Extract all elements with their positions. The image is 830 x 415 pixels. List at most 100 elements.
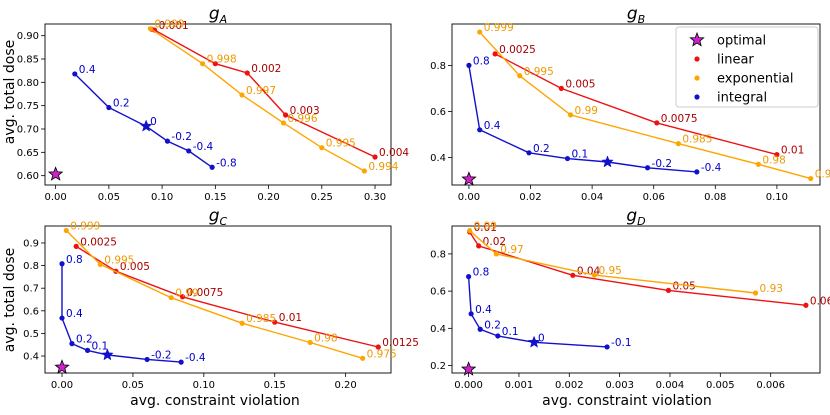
series-line-linear [494,53,778,156]
integral-selected-star [101,348,114,361]
series-exponential: 0.999 0.995 0.99 0.985 0.98 0.975 [63,221,397,361]
data-label-integral: -0.4 [701,162,722,174]
data-point-exponential [307,339,313,346]
data-label-integral: -0.4 [185,352,206,364]
data-point-linear [73,243,79,249]
x-axis-label-left: avg. constraint violation [130,393,300,409]
x-tick-label: 0.000 [454,380,483,391]
y-axis-label-bottom: avg. total dose [2,248,18,352]
data-point-linear [492,51,498,57]
data-point-exponential [591,272,598,278]
x-tick-label: 0.04 [581,192,603,203]
integral-selected-star [527,335,541,348]
data-label-exponential: 0.99 [175,288,198,300]
data-point-linear [372,154,378,160]
integral-selected-star [601,155,614,168]
data-label-linear: 0.002 [251,63,281,75]
y-tick-label: 0.8 [23,261,39,272]
data-point-integral [604,344,610,350]
subplot-title: gC [209,206,228,228]
data-point-linear [665,287,672,293]
subplot-title-main: g [627,4,638,24]
data-label-exponential: 0.997 [246,85,276,97]
data-point-linear [570,272,576,278]
subplot-title-main: g [209,206,220,226]
subplot-title-subscript: A [219,13,228,26]
data-point-exponential [147,26,153,32]
subplot-title-subscript: C [220,215,228,228]
optimal-star [460,361,477,376]
y-tick-label: 0.65 [17,148,39,159]
x-tick-label: 0.00 [45,192,67,203]
subplot-a: gA0.00 0.05 0.10 0.15 0.20 0.25 0.300.600.650.… [17,4,410,203]
data-label-linear: 0.06 [810,295,830,307]
x-tick-label: 0.10 [151,192,173,203]
series-line-exponential [65,230,363,359]
data-label-exponential: 0.998 [207,54,237,66]
subplot-title: gB [627,4,645,26]
series-exponential: 0.999 0.995 0.99 0.985 0.98 0.975 [477,22,830,182]
data-point-exponential [63,227,69,234]
x-tick-label: 0.003 [605,380,634,391]
data-point-exponential [361,168,367,174]
data-label-exponential: 0.93 [760,283,783,295]
data-label-integral: 0.8 [473,267,490,279]
data-point-exponential [168,295,174,301]
data-label-integral: 0.2 [113,98,130,110]
x-tick-label: 0.05 [122,380,144,391]
data-label-integral: 0 [538,332,545,344]
y-tick-label: 0.4 [430,324,446,335]
series-line-integral [74,73,213,168]
data-point-linear [375,344,381,350]
data-label-integral: -0.4 [193,141,214,153]
x-tick-label: 0.00 [458,192,480,203]
data-label-integral: 0.2 [533,143,550,155]
legend-marker-integral [694,94,700,100]
series-integral: 0.8 0.4 0.2 0.1 -0.2 -0.4 [466,55,722,175]
y-tick-label: 0.7 [23,284,39,295]
data-label-linear: 0.01 [279,312,302,324]
data-point-linear [803,302,809,308]
data-label-integral: 0.4 [79,64,96,76]
data-label-exponential: 0.999 [70,221,100,233]
data-point-integral [477,127,483,133]
series-line-exponential [150,28,365,172]
data-point-integral [644,165,651,171]
axes-frame [44,225,392,374]
y-tick-label: 0.6 [430,107,446,118]
x-tick-label: 0.002 [555,380,584,391]
data-label-linear: 0.01 [474,222,497,234]
data-label-linear: 0.0125 [382,337,419,349]
series-exponential: 0.999 0.998 0.997 0.996 0.995 0.994 [147,19,399,174]
data-label-integral: 0 [150,116,157,128]
subplot-b: gB0.00 0.02 0.04 0.06 0.08 0.100.40.60.80.002… [430,4,830,203]
y-tick-label: 0.2 [430,361,446,372]
data-label-integral: -0.8 [216,157,237,169]
data-label-exponential: 0.985 [246,313,276,325]
data-point-exponential [808,175,814,182]
data-label-integral: -0.2 [171,131,192,143]
subplot-title-subscript: D [637,215,645,228]
data-label-exponential: 0.999 [154,19,184,31]
data-point-integral [59,315,65,321]
subplot-grid: gA0.00 0.05 0.10 0.15 0.20 0.25 0.300.600.650.… [17,4,830,391]
data-label-exponential: 0.996 [287,113,317,125]
data-label-exponential: 0.98 [762,154,785,166]
data-label-linear: 0.004 [379,147,409,159]
data-label-exponential: 0.975 [815,169,830,181]
data-label-linear: 0.001 [159,20,189,32]
subplot-c: gC0.00 0.05 0.10 0.15 0.200.40.50.60.70.80.9… [23,206,419,391]
x-axis-label-right: avg. constraint violation [542,393,712,409]
legend-marker-exponential [694,75,700,81]
data-label-integral: 0.1 [92,340,109,352]
data-point-integral [694,169,700,175]
data-label-integral: 0.4 [475,304,492,316]
data-point-exponential [517,73,523,79]
x-tick-label: 0.06 [643,192,665,203]
y-tick-label: 0.90 [17,31,39,42]
optimal-star [54,359,70,374]
legend-label-exponential: exponential [717,72,793,87]
data-label-integral: 0.1 [502,326,519,338]
data-point-exponential [752,290,759,296]
data-point-integral [466,62,472,68]
